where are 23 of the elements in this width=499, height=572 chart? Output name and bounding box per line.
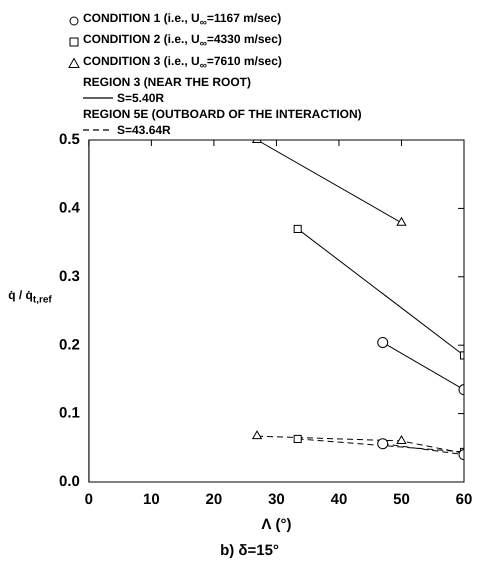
x-axis-title: Λ (°) [261,516,292,534]
y-tick-label: 0.1 [58,404,80,422]
text: S=43.64R [117,122,171,138]
y-tick-label: 0.2 [58,336,80,354]
x-tick-label: 10 [143,491,160,508]
y-axis-title: q̇ / q̇$_{t,ref}$ [8,288,52,306]
text: REGION 5E (OUTBOARD OF THE INTERACTION) [83,106,362,122]
text: CONDITION 2 (i.e., U$_{∞}$=4330 m/sec) [83,31,282,52]
y-tick-label: 0.3 [58,268,80,285]
text: S=5.40R [117,90,164,106]
x-tick-label: 50 [393,491,410,508]
y-tick-label: 0.0 [58,473,80,490]
x-tick-label: 20 [206,491,222,508]
x-tick-label: 40 [330,491,348,508]
text: CONDITION 3 (i.e., U$_{∞}$=7610 m/sec) [83,52,282,74]
text: b) δ=15° [219,542,280,559]
x-tick-label: 30 [268,491,285,508]
x-tick-label: 60 [456,491,472,508]
x-tick-label: 0 [84,491,94,508]
y-tick-label: 0.4 [58,200,80,217]
text: CONDITION 1 (i.e., U$_{∞}$=1167 m/sec) [83,10,282,30]
y-tick-label: 0.5 [58,131,80,148]
text: REGION 3 (NEAR THE ROOT) [83,74,252,90]
